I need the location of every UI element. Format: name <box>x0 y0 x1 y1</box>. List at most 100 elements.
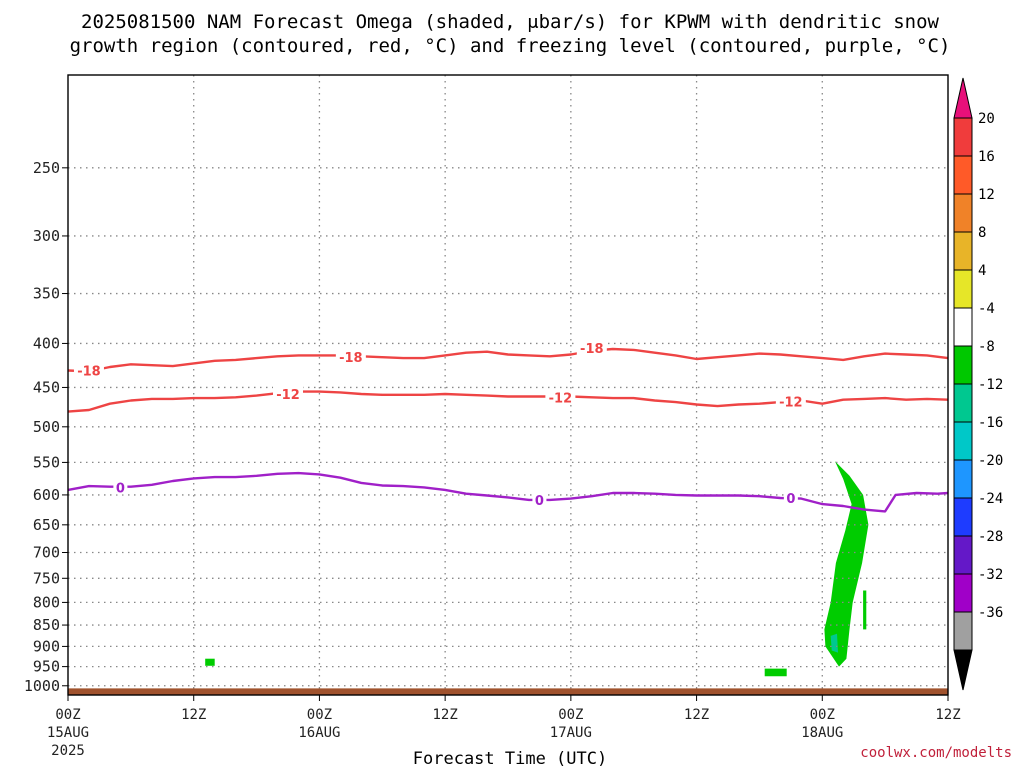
y-axis-ticks: 250 300 350 400 450 500 550 600 650 700 750 800 850 9… <box>24 159 68 695</box>
colorbar-arrow-top <box>953 77 973 119</box>
x-tick-label-3-0: 12Z <box>432 707 457 723</box>
colorbar-label-7: -12 <box>978 377 1003 393</box>
colorbar-label-4: 4 <box>978 263 986 279</box>
omega-shaded-region-1 <box>863 590 867 630</box>
contour-label-bg-1-1 <box>545 389 576 405</box>
colorbar-band-10 <box>953 497 973 537</box>
y-tick-label-950: 950 <box>33 658 60 676</box>
colorbar-label-12: -32 <box>978 567 1003 583</box>
x-axis-label: Forecast Time (UTC) <box>413 749 607 768</box>
x-axis-ticks: 00Z 15AUG 2025 12Z 00Z 16AUG 12Z 00Z 17AUG 12Z 00Z… <box>47 695 961 759</box>
ground-fill <box>68 688 948 695</box>
y-tick-label-700: 700 <box>33 544 60 562</box>
contour-label-0-1: -18 <box>339 351 363 366</box>
contour-label-bg-1-2 <box>775 393 806 409</box>
ground-surface <box>68 688 948 695</box>
x-tick-label-6-1: 18AUG <box>801 725 843 741</box>
colorbar-band-2 <box>953 193 973 233</box>
y-tick-label-850: 850 <box>33 616 60 634</box>
chart-title-line-2: growth region (contoured, red, °C) and f… <box>70 35 951 57</box>
omega-shaded-region-2 <box>205 658 215 666</box>
x-tick-label-0-1: 15AUG <box>47 725 89 741</box>
colorbar-label-11: -28 <box>978 529 1003 545</box>
colorbar-band-13 <box>953 611 973 651</box>
x-tick-label-4-0: 00Z <box>558 707 583 723</box>
colorbar-arrow-bottom <box>953 649 973 691</box>
colorbar-band-5 <box>953 307 973 347</box>
colorbar-band-6 <box>953 345 973 385</box>
colorbar-label-9: -20 <box>978 453 1003 469</box>
colorbar-legend: 20 16 12 8 4 -4 -8 -12 -16 -20 -24 -28 -32 -36 <box>953 77 1003 691</box>
y-tick-label-600: 600 <box>33 486 60 504</box>
contour-label-bg-2-2 <box>783 490 798 506</box>
plot-frame <box>67 74 949 696</box>
contour-label-0-2: -18 <box>580 342 604 357</box>
contour-label-0-0: -18 <box>77 364 101 379</box>
y-tick-label-650: 650 <box>33 516 60 534</box>
colorbar-band-8 <box>953 421 973 461</box>
y-tick-label-400: 400 <box>33 334 60 352</box>
colorbar-label-13: -36 <box>978 605 1003 621</box>
contour-label-bg-1-0 <box>273 386 303 402</box>
colorbar-label-0: 20 <box>978 111 995 127</box>
x-tick-label-0-0: 00Z <box>55 707 80 723</box>
colorbar-band-7 <box>953 383 973 423</box>
colorbar-band-12 <box>953 573 973 613</box>
colorbar-label-2: 12 <box>978 187 995 203</box>
plot-background <box>68 75 948 695</box>
omega-shaded-region-0 <box>824 461 869 667</box>
contour-line-minus18-0 <box>67 347 949 373</box>
contour-label-bg-2-0 <box>113 479 128 495</box>
omega-shaded-region-4 <box>830 633 838 653</box>
y-tick-label-900: 900 <box>33 637 60 655</box>
x-tick-label-2-0: 00Z <box>307 707 332 723</box>
x-tick-label-7-0: 12Z <box>935 707 960 723</box>
contour-label-1-2: -12 <box>779 395 803 410</box>
colorbar-band-0 <box>953 117 973 157</box>
y-tick-label-800: 800 <box>33 593 60 611</box>
y-tick-label-300: 300 <box>33 227 60 245</box>
colorbar-band-3 <box>953 231 973 271</box>
credit-text: coolwx.com/modelts <box>860 745 1012 761</box>
y-gridlines <box>68 167 948 687</box>
colorbar-label-6: -8 <box>978 339 995 355</box>
contour-label-2-1: 0 <box>535 494 544 509</box>
y-tick-label-350: 350 <box>33 285 60 303</box>
x-tick-label-2-1: 16AUG <box>298 725 340 741</box>
contour-label-1-0: -12 <box>276 388 300 403</box>
y-tick-label-450: 450 <box>33 378 60 396</box>
colorbar-label-8: -16 <box>978 415 1003 431</box>
contour-lines: -18 -18 -18 -12 -12 -12 0 0 0 <box>67 340 949 513</box>
contour-label-bg-2-1 <box>532 491 547 507</box>
colorbar-label-3: 8 <box>978 225 986 241</box>
x-tick-label-0-2: 2025 <box>51 743 85 759</box>
plot-area <box>68 75 948 695</box>
plot-border <box>67 74 949 696</box>
contour-label-1-1: -12 <box>549 391 573 406</box>
y-tick-label-250: 250 <box>33 159 60 177</box>
colorbar-label-1: 16 <box>978 149 995 165</box>
x-tick-label-1-0: 12Z <box>181 707 206 723</box>
y-tick-label-1000: 1000 <box>24 677 60 695</box>
y-tick-label-550: 550 <box>33 453 60 471</box>
y-tick-label-500: 500 <box>33 418 60 436</box>
x-gridlines <box>193 75 823 695</box>
colorbar-band-11 <box>953 535 973 575</box>
y-tick-label-750: 750 <box>33 569 60 587</box>
colorbar-label-5: -4 <box>978 301 995 317</box>
contour-label-2-2: 0 <box>786 492 795 507</box>
x-tick-label-4-1: 17AUG <box>550 725 592 741</box>
contour-label-bg-0-0 <box>73 362 104 378</box>
x-tick-label-6-0: 00Z <box>810 707 835 723</box>
contour-line-0-2 <box>67 471 949 513</box>
omega-shaded-region-3 <box>764 668 787 677</box>
colorbar-label-10: -24 <box>978 491 1003 507</box>
colorbar-band-1 <box>953 155 973 195</box>
contour-label-bg-0-2 <box>576 340 607 356</box>
contour-label-2-0: 0 <box>116 481 125 496</box>
colorbar-band-4 <box>953 269 973 309</box>
chart-title-line-1: 2025081500 NAM Forecast Omega (shaded, μ… <box>81 11 939 33</box>
colorbar-band-9 <box>953 459 973 499</box>
x-tick-label-5-0: 12Z <box>684 707 709 723</box>
